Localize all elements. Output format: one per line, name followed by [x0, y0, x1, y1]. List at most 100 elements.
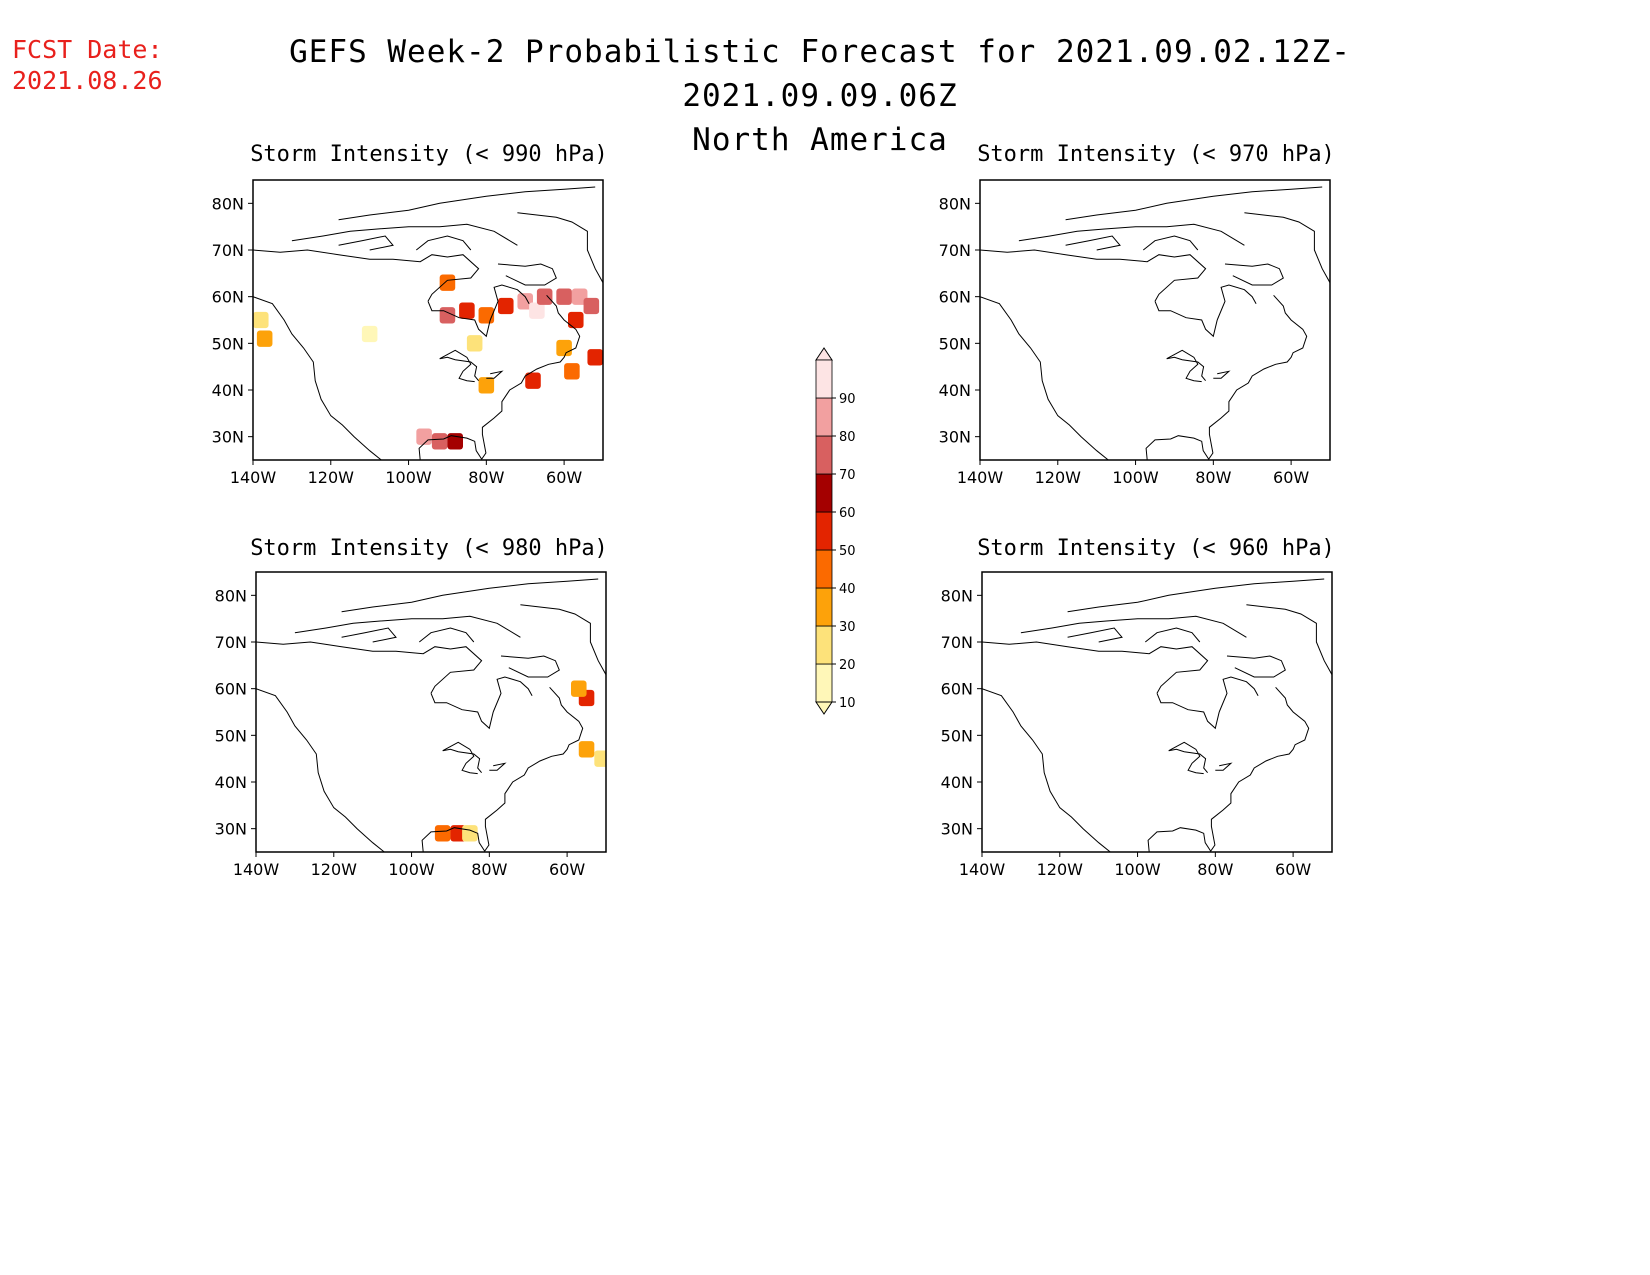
colorbar-tick-label: 10: [839, 696, 856, 711]
map-frame: [979, 179, 1331, 461]
lon-tick-label: 140W: [957, 468, 1004, 487]
lon-tick-label: 140W: [233, 860, 280, 879]
map-background: [253, 180, 603, 460]
lat-tick-label: 50N: [941, 726, 973, 745]
lon-tick-label: 60W: [1273, 468, 1309, 487]
colorbar-bottom-cap: [815, 701, 833, 715]
lat-tick-label: 40N: [215, 773, 247, 792]
coastlines: [256, 578, 606, 852]
lat-tick-label: 70N: [215, 633, 247, 652]
coastline: [415, 235, 472, 251]
lon-tick-label: 60W: [546, 468, 582, 487]
lat-tick-label: 50N: [215, 726, 247, 745]
map-panel-960: 80N 70N 60N 50N 40N 30N 140W 120W 100W 80W 60W: [941, 571, 1333, 879]
lat-tick-label: 70N: [941, 633, 973, 652]
probability-cell: [556, 339, 572, 357]
lat-tick-label: 40N: [212, 381, 244, 400]
coastline: [338, 235, 394, 251]
lon-tick-label: 80W: [468, 468, 504, 487]
lat-tick-label: 80N: [941, 586, 973, 605]
lon-tick-label: 140W: [230, 468, 277, 487]
map-panel-970: 80N 70N 60N 50N 40N 30N 140W 120W 100W 80W 60W: [939, 179, 1331, 487]
coastline: [1065, 235, 1121, 251]
coastline: [338, 186, 596, 221]
colorbar-swatch: [815, 587, 833, 627]
probability-cell: [462, 825, 478, 842]
coastline: [1166, 349, 1206, 383]
lat-tick-label: 30N: [941, 820, 973, 839]
coastline: [1067, 578, 1325, 613]
colorbar-tick-label: 60: [839, 506, 856, 521]
lat-tick-label: 80N: [215, 586, 247, 605]
colorbar-swatch: [815, 435, 833, 475]
coastline: [517, 212, 603, 283]
colorbar-swatch: [815, 663, 833, 703]
lat-tick-label: 70N: [939, 241, 971, 260]
coastline: [492, 676, 533, 713]
lat-tick-label: 50N: [939, 334, 971, 353]
lon-tick-label: 120W: [311, 860, 358, 879]
probability-cell: [439, 307, 456, 324]
lon-tick-label: 100W: [1112, 468, 1159, 487]
coastline: [1067, 627, 1123, 643]
lat-tick-label: 40N: [941, 773, 973, 792]
coastline: [980, 249, 1207, 302]
colorbar-tick-label: 90: [839, 392, 856, 407]
lat-tick-label: 60N: [212, 288, 244, 307]
colorbar-tick-label: 70: [839, 468, 856, 483]
forecast-date-block: FCST Date: 2021.08.26: [12, 34, 163, 96]
coastline: [253, 249, 480, 302]
lon-tick-label: 80W: [471, 860, 507, 879]
lat-tick-label: 60N: [215, 680, 247, 699]
forecast-date-label: FCST Date:: [12, 35, 163, 64]
coastline: [256, 688, 385, 852]
lon-tick-label: 80W: [1197, 860, 1233, 879]
coastline: [341, 578, 599, 613]
coastline: [489, 284, 530, 321]
coastline: [427, 301, 491, 338]
lat-tick-label: 50N: [212, 334, 244, 353]
colorbar-tick-label: 40: [839, 582, 856, 597]
map-background: [982, 572, 1332, 852]
lat-tick-label: 80N: [939, 194, 971, 213]
lat-tick-label: 80N: [212, 194, 244, 213]
lon-tick-label: 120W: [308, 468, 355, 487]
coastline: [1065, 186, 1323, 221]
probability-cell: [361, 325, 378, 343]
figure-subtitle: North America: [692, 122, 948, 158]
coastline: [1145, 294, 1308, 460]
panel-title-980: Storm Intensity (< 980 hPa): [250, 536, 608, 561]
coastline: [1154, 301, 1218, 338]
coastline: [1226, 655, 1286, 678]
panel-title-970: Storm Intensity (< 970 hPa): [977, 142, 1335, 167]
figure-title-block: GEFS Week-2 Probabilistic Forecast for 2…: [180, 30, 1460, 162]
colorbar-swatch: [815, 359, 833, 399]
map-panel-980: 80N 70N 60N 50N 40N 30N 140W 120W 100W 80W 60W: [215, 571, 607, 879]
coastline: [291, 223, 518, 246]
lon-tick-label: 60W: [1275, 860, 1311, 879]
probability-cell: [478, 377, 495, 394]
probability-cell: [564, 363, 580, 380]
coastline: [982, 688, 1111, 852]
coastline: [1215, 762, 1233, 771]
panel-title-960: Storm Intensity (< 960 hPa): [977, 536, 1335, 561]
coastline: [256, 641, 483, 694]
coastline: [418, 627, 475, 643]
map-background: [980, 180, 1330, 460]
colorbar: 10 20 30 40 50 60 70 80 90: [815, 347, 856, 715]
probability-cell: [466, 335, 483, 352]
coastline: [1224, 263, 1284, 286]
lat-tick-label: 60N: [941, 680, 973, 699]
probability-cell: [594, 750, 606, 767]
probability-cell: [536, 288, 553, 305]
probability-cell: [439, 274, 456, 291]
lon-tick-label: 80W: [1195, 468, 1231, 487]
coastline: [294, 615, 521, 638]
lat-tick-label: 60N: [939, 288, 971, 307]
coastline: [1144, 627, 1201, 643]
coastline: [1018, 223, 1245, 246]
coastline: [1156, 693, 1220, 730]
colorbar-tick-label: 50: [839, 544, 856, 559]
probability-cell: [571, 288, 588, 305]
map-frame: [255, 571, 607, 853]
